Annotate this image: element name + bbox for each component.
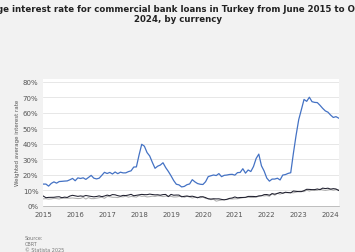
Y-axis label: Weighted average interest rate: Weighted average interest rate bbox=[15, 100, 20, 186]
Text: Average interest rate for commercial bank loans in Turkey from June 2015 to Octo: Average interest rate for commercial ban… bbox=[0, 5, 355, 24]
Text: Source:
CBRT
© Statista 2025: Source: CBRT © Statista 2025 bbox=[25, 235, 64, 252]
